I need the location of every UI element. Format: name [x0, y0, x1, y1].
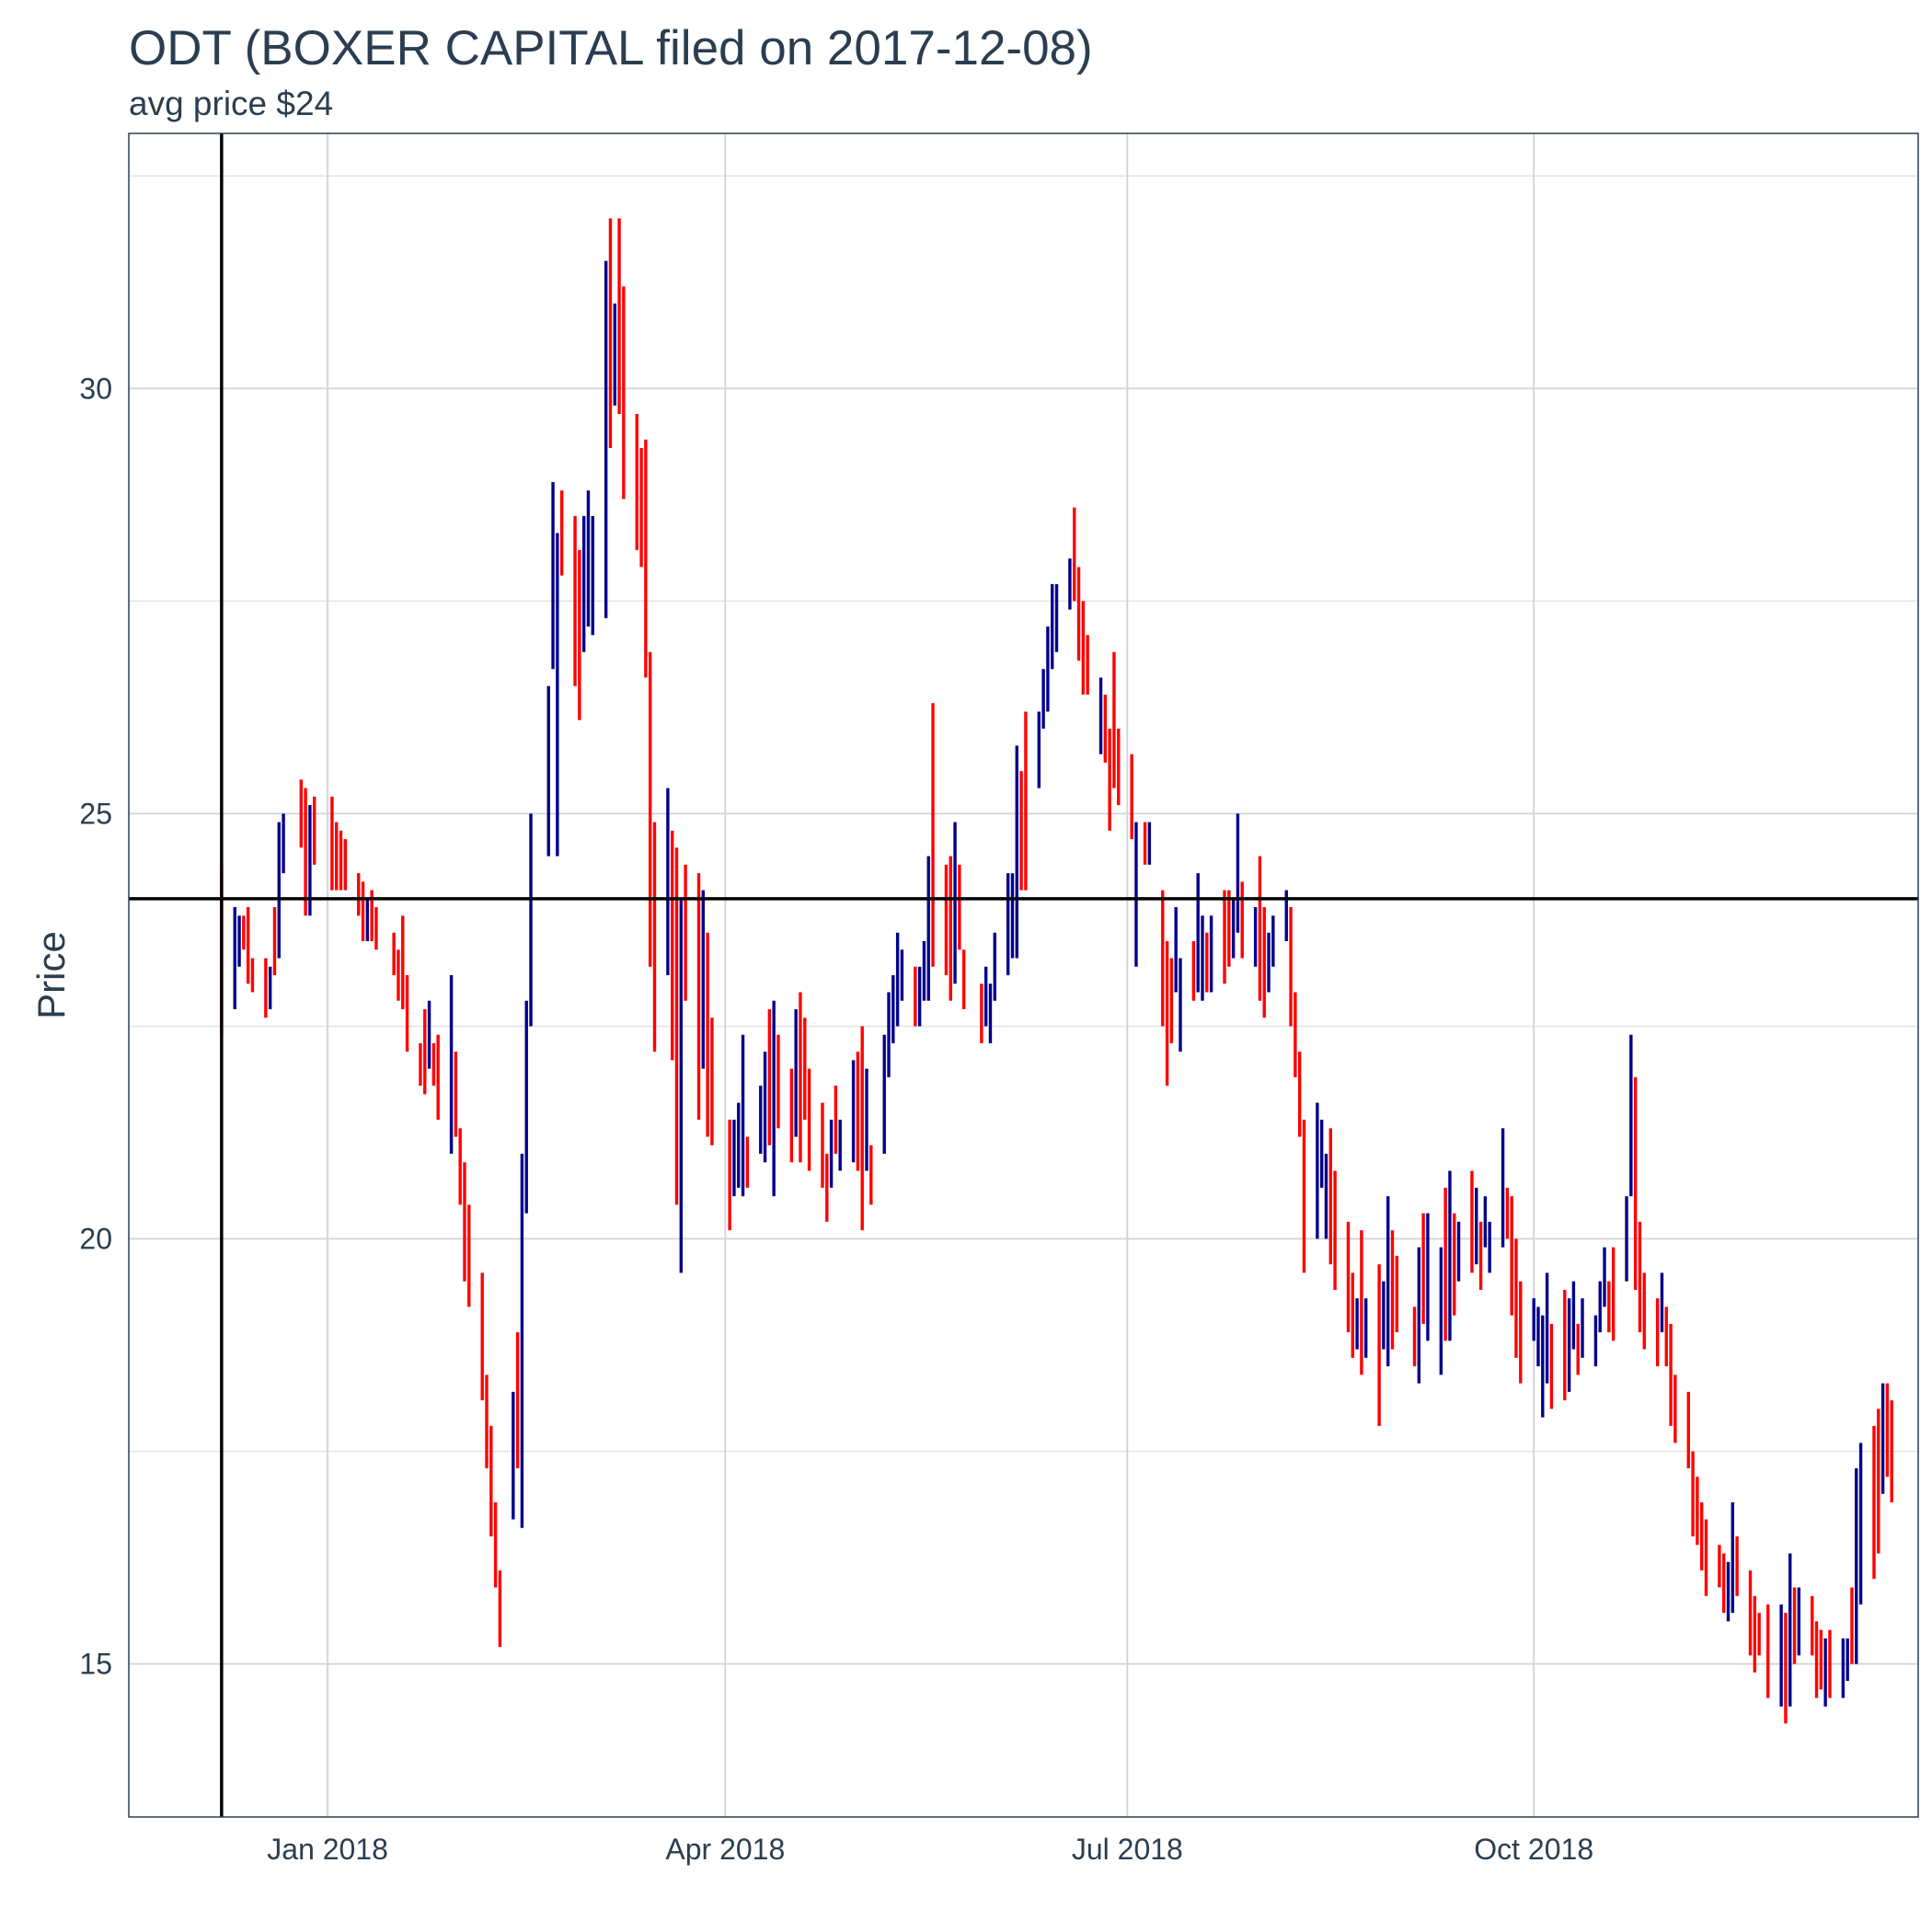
reference-lines — [129, 133, 1918, 1817]
price-bars — [220, 218, 1893, 1724]
chart-subtitle: avg price $24 — [129, 85, 334, 122]
y-axis-ticks: 15 20 25 30 — [79, 372, 112, 1680]
gridlines — [129, 133, 1918, 1817]
chart-title: ODT (BOXER CAPITAL filed on 2017-12-08) — [129, 21, 1093, 75]
y-tick-label: 20 — [79, 1223, 112, 1256]
x-tick-label: Jul 2018 — [1072, 1833, 1183, 1866]
y-tick-label: 30 — [79, 372, 112, 405]
y-axis-title: Price — [29, 931, 73, 1019]
y-tick-label: 15 — [79, 1648, 112, 1681]
x-tick-label: Oct 2018 — [1474, 1833, 1593, 1866]
plot-panel-border — [128, 132, 1919, 1818]
x-tick-label: Jan 2018 — [267, 1833, 388, 1866]
y-tick-label: 25 — [79, 797, 112, 830]
x-tick-label: Apr 2018 — [665, 1833, 785, 1866]
x-axis-ticks: Jan 2018 Apr 2018 Jul 2018 Oct 2018 — [267, 1833, 1593, 1866]
